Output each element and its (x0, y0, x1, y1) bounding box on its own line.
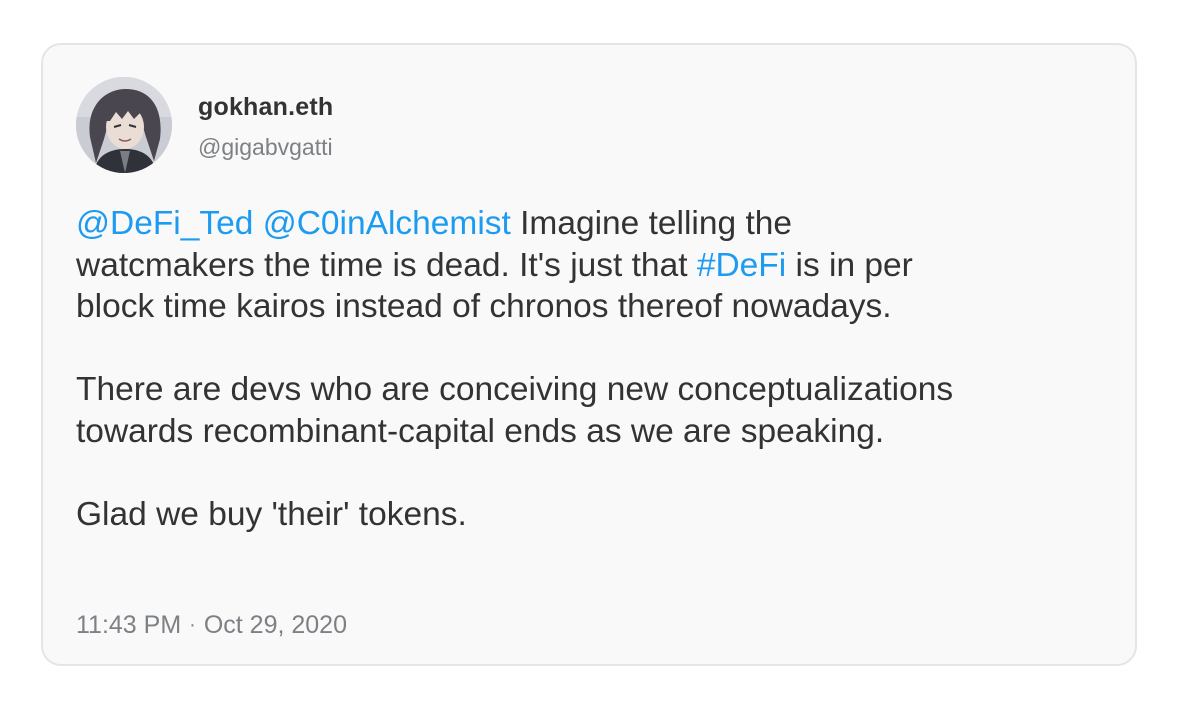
tweet-text: Glad we buy 'their' tokens. (76, 495, 467, 533)
tweet-text: block time kairos instead of chronos the… (76, 288, 892, 325)
mention-link[interactable]: @DeFi_Ted (76, 205, 254, 242)
avatar[interactable] (76, 77, 172, 173)
tweet-time: 11:43 PM (76, 611, 182, 639)
tweet-paragraph: @DeFi_Ted @C0inAlchemist Imagine telling… (76, 203, 1121, 328)
avatar-image (76, 77, 172, 173)
tweet-date: Oct 29, 2020 (203, 611, 347, 639)
tweet-text: is in per (786, 246, 913, 284)
separator-dot: · (189, 614, 196, 636)
tweet-card[interactable]: gokhan.eth @gigabvgatti @DeFi_Ted @C0inA… (41, 43, 1137, 666)
hashtag-link[interactable]: #DeFi (696, 246, 787, 284)
display-name[interactable]: gokhan.eth (198, 93, 334, 121)
tweet-text: towards recombinant-capital ends as we a… (76, 412, 885, 450)
tweet-text: There are devs who are conceiving new co… (76, 371, 954, 408)
mention-link[interactable]: @C0inAlchemist (262, 205, 511, 242)
tweet-timestamp[interactable]: 11:43 PM · Oct 29, 2020 (76, 611, 347, 640)
tweet-text: Imagine telling the (510, 205, 793, 242)
tweet-text: watcmakers the time is dead. It's just t… (76, 246, 697, 284)
tweet-paragraph: There are devs who are conceiving new co… (76, 369, 1121, 452)
tweet-body: @DeFi_Ted @C0inAlchemist Imagine telling… (76, 203, 1121, 535)
tweet-paragraph: Glad we buy 'their' tokens. (76, 494, 1121, 536)
user-handle[interactable]: @gigabvgatti (198, 134, 333, 160)
